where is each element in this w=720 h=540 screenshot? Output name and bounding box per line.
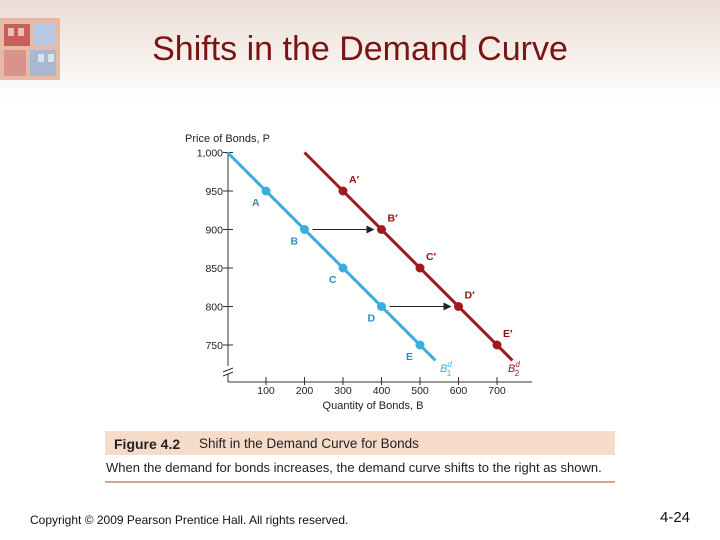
figure-number: Figure 4.2 xyxy=(114,436,181,452)
data-point xyxy=(454,302,463,311)
figure-band xyxy=(105,431,615,455)
axis-break-mark xyxy=(222,367,234,377)
point-label: B′ xyxy=(388,213,399,225)
data-point xyxy=(377,302,386,311)
building-logo-icon xyxy=(0,18,60,80)
data-point xyxy=(415,340,425,350)
curve-label: Bd 2 xyxy=(508,360,520,378)
point-label: E xyxy=(406,351,413,363)
point-label: E′ xyxy=(503,328,513,340)
y-axis-title: Price of Bonds, P xyxy=(185,133,270,145)
point-label: A xyxy=(252,197,260,209)
x-axis-title: Quantity of Bonds, B xyxy=(323,400,424,412)
data-point xyxy=(300,225,309,234)
point-label: B xyxy=(291,236,299,248)
demand-curve-2 xyxy=(303,151,514,362)
x-tick-label: 500 xyxy=(411,385,429,397)
point-label: A′ xyxy=(349,174,360,186)
x-tick-label: 100 xyxy=(257,385,275,397)
x-tick-label: 400 xyxy=(373,385,391,397)
demand-curve-1 xyxy=(226,151,437,362)
data-point xyxy=(338,263,348,273)
y-tick-label: 1,000 xyxy=(197,148,223,160)
data-point xyxy=(492,340,502,350)
x-tick-label: 200 xyxy=(296,385,314,397)
figure-title: Shift in the Demand Curve for Bonds xyxy=(199,436,419,451)
y-tick-label: 850 xyxy=(205,263,223,275)
slide-number: 4-24 xyxy=(660,509,691,526)
point-label: D′ xyxy=(465,290,476,302)
point-label: C xyxy=(329,274,337,286)
figure-caption: When the demand for bonds increases, the… xyxy=(106,460,602,475)
point-label: C′ xyxy=(426,251,437,263)
figure-rule xyxy=(105,481,615,483)
x-tick-label: 300 xyxy=(334,385,352,397)
data-point xyxy=(261,186,271,196)
data-point xyxy=(377,225,386,234)
x-tick-label: 600 xyxy=(450,385,468,397)
data-point xyxy=(338,186,348,196)
curve-label: Bd 1 xyxy=(440,360,452,378)
point-label: D xyxy=(368,313,376,325)
y-tick-label: 900 xyxy=(205,225,223,237)
x-tick-label: 700 xyxy=(488,385,506,397)
y-tick-label: 750 xyxy=(205,340,223,352)
header-band xyxy=(0,0,720,100)
y-tick-label: 800 xyxy=(205,302,223,314)
data-point xyxy=(415,263,425,273)
copyright-text: Copyright © 2009 Pearson Prentice Hall. … xyxy=(30,513,349,527)
slide-title: Shifts in the Demand Curve xyxy=(152,30,568,68)
y-tick-label: 950 xyxy=(205,186,223,198)
